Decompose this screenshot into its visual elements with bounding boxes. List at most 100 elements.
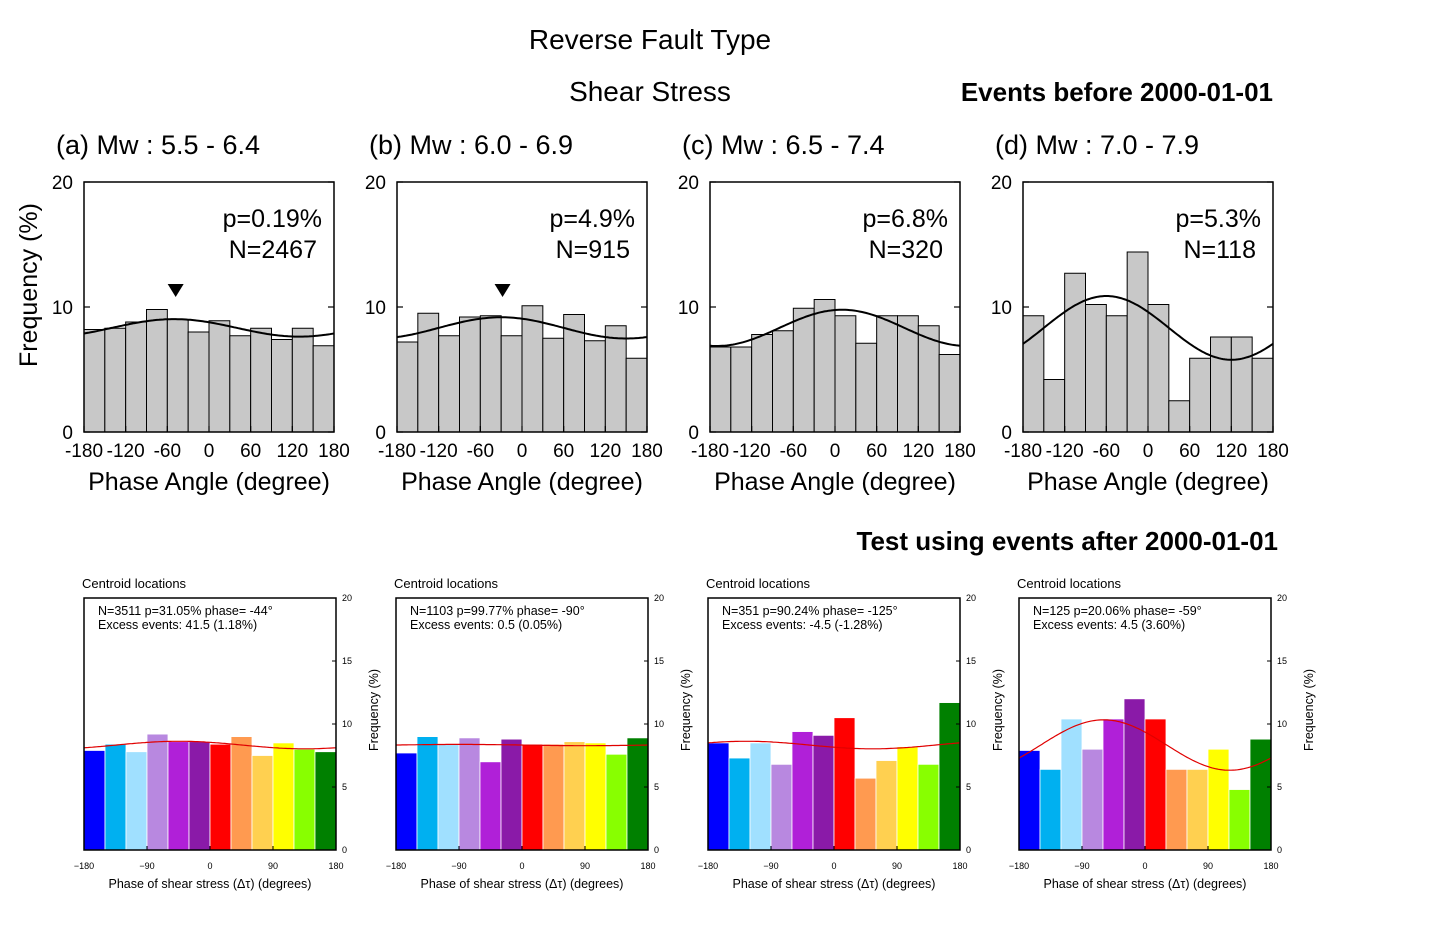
- x-axis-label: Phase Angle (degree): [401, 468, 643, 496]
- peak-phase-marker: [494, 284, 511, 297]
- y-tick-label: 20: [342, 593, 352, 603]
- histogram-bar: [584, 340, 606, 433]
- n-count-label: N=118: [1183, 236, 1256, 264]
- panel-title: (d) Mw : 7.0 - 7.9: [995, 130, 1199, 160]
- y-tick-label: 10: [654, 719, 664, 729]
- y-tick-label: 5: [1277, 782, 1282, 792]
- histogram-bar: [437, 743, 460, 851]
- y-tick-label: 5: [342, 782, 347, 792]
- histogram-bar: [188, 741, 211, 851]
- bottom-panel-2: 0 5 10 15 20 −180 −90 0 90 180 Centroid locations N…: [386, 576, 693, 891]
- histogram-bar: [1147, 304, 1170, 433]
- histogram-bar: [876, 315, 899, 433]
- x-tick-label: −90: [451, 861, 466, 871]
- x-tick-label: -60: [467, 441, 494, 462]
- stats-label: N=1103 p=99.77% phase= -90°: [410, 604, 585, 618]
- x-tick-label: -120: [733, 441, 771, 462]
- histogram-bar: [479, 761, 502, 851]
- histogram-bar: [1186, 768, 1209, 851]
- x-tick-label: -60: [780, 441, 807, 462]
- histogram-bar: [1102, 718, 1125, 851]
- histogram-bar: [521, 305, 544, 433]
- histogram-bar: [604, 325, 627, 433]
- histogram-bar: [730, 346, 753, 433]
- histogram-bar: [770, 763, 793, 851]
- panel-label: Centroid locations: [1017, 576, 1122, 591]
- x-tick-label: 180: [952, 861, 967, 871]
- y-tick-label: 10: [678, 298, 699, 319]
- x-tick-label: 0: [204, 441, 215, 462]
- y-tick-label: 0: [966, 845, 971, 855]
- excess-events-label: Excess events: 41.5 (1.18%): [98, 618, 257, 632]
- histogram-bar: [1039, 768, 1062, 851]
- x-tick-label: -180: [691, 441, 729, 462]
- histogram-bar: [1018, 750, 1041, 851]
- x-axis-label: Phase of shear stress (Δτ) (degrees): [733, 877, 936, 891]
- excess-events-label: Excess events: 4.5 (3.60%): [1033, 618, 1185, 632]
- y-tick-label: 10: [342, 719, 352, 729]
- histogram-bar: [125, 321, 147, 433]
- histogram-bar: [834, 315, 857, 433]
- y-tick-label: 10: [991, 298, 1012, 319]
- y-axis-label: Frequency (%): [15, 203, 43, 367]
- x-tick-label: 0: [1142, 861, 1147, 871]
- x-tick-label: 180: [944, 441, 976, 462]
- histogram-bar: [272, 742, 295, 851]
- y-tick-label: 20: [678, 173, 699, 194]
- histogram-bar: [812, 734, 835, 851]
- x-axis-label: Phase Angle (degree): [714, 468, 956, 496]
- x-tick-label: 60: [553, 441, 574, 462]
- top-panel-1: 0 10 20 -180 -120 -60 0 60 120 180 (a) Mw : 5.5 - …: [15, 130, 350, 496]
- histogram-bar: [166, 319, 189, 433]
- y-tick-label: 15: [342, 656, 352, 666]
- histogram-bar: [125, 751, 148, 851]
- y-tick-label: 5: [654, 782, 659, 792]
- x-tick-label: 0: [831, 861, 836, 871]
- histogram-bar: [521, 743, 544, 851]
- y-tick-label: 0: [375, 423, 386, 444]
- histogram-bar: [395, 752, 418, 851]
- x-tick-label: 90: [1203, 861, 1213, 871]
- y-tick-label: 20: [52, 173, 73, 194]
- histogram-bar: [104, 327, 127, 433]
- y-tick-label: 20: [966, 593, 976, 603]
- x-tick-label: -180: [378, 441, 416, 462]
- x-tick-label: 0: [1143, 441, 1154, 462]
- stats-label: N=3511 p=31.05% phase= -44°: [98, 604, 273, 618]
- histogram-bar: [83, 750, 106, 851]
- y-tick-label: 10: [1277, 719, 1287, 729]
- histogram-bar: [1081, 748, 1104, 851]
- y-axis-label: Frequency (%): [1302, 669, 1316, 751]
- bottom-panel-1: 0 5 10 15 20 −180 −90 0 90 180 Centroid locations N…: [74, 576, 381, 891]
- x-tick-label: 60: [240, 441, 261, 462]
- panel-label: Centroid locations: [82, 576, 187, 591]
- y-tick-label: 10: [365, 298, 386, 319]
- y-tick-label: 0: [688, 423, 699, 444]
- figure-subtitle: Shear Stress: [569, 76, 731, 107]
- x-tick-label: 90: [580, 861, 590, 871]
- y-tick-label: 15: [654, 656, 664, 666]
- histogram-bar: [104, 743, 127, 851]
- sinusoid-fit-curve: [83, 318, 335, 338]
- histogram-bar: [1249, 738, 1272, 851]
- histogram-bar: [1210, 336, 1232, 433]
- histogram-bar: [1189, 357, 1211, 433]
- p-value-label: p=6.8%: [863, 205, 949, 233]
- x-tick-label: -120: [107, 441, 145, 462]
- histogram-bar: [250, 327, 273, 433]
- histogram-bar: [791, 731, 814, 851]
- sinusoid-fit-curve: [1018, 719, 1272, 771]
- top-panel-2: 0 10 20 -180 -120 -60 0 60 120 180 (b) Mw : 6.0 - …: [365, 130, 663, 496]
- x-axis-label: Phase of shear stress (Δτ) (degrees): [1044, 877, 1247, 891]
- x-tick-label: 180: [328, 861, 343, 871]
- histogram-bar: [293, 748, 316, 851]
- histogram-bar: [772, 330, 794, 433]
- x-tick-label: 180: [1263, 861, 1278, 871]
- x-tick-label: 180: [318, 441, 350, 462]
- x-tick-label: 180: [640, 861, 655, 871]
- histogram-bar: [728, 757, 751, 851]
- histogram-bar: [854, 777, 877, 851]
- y-axis-label: Frequency (%): [679, 669, 693, 751]
- histogram-bar: [1022, 315, 1045, 433]
